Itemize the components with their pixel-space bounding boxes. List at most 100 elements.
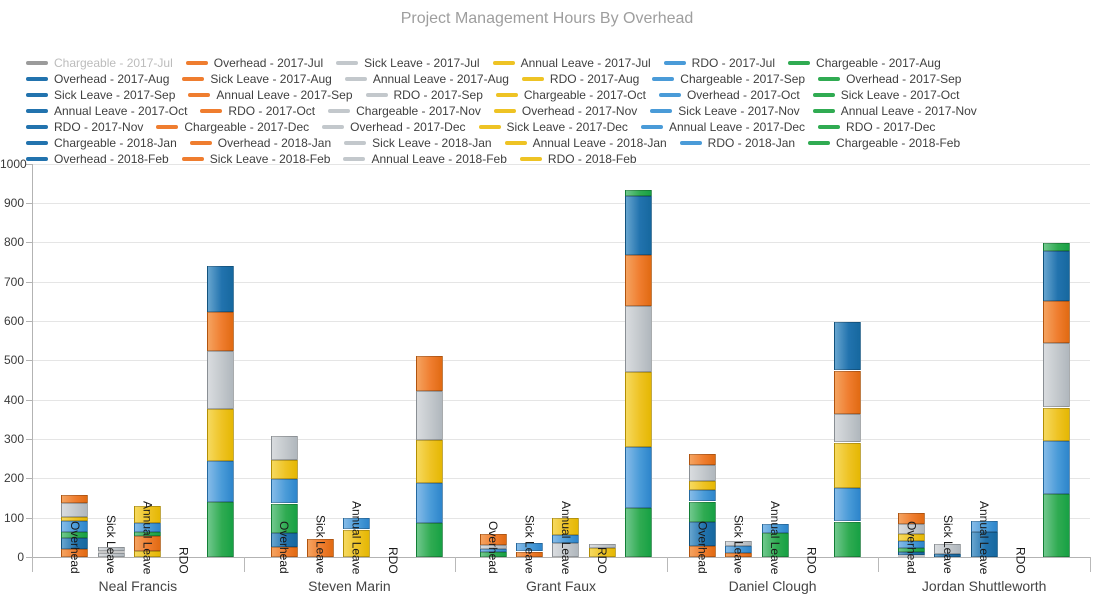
bar-segment[interactable] — [206, 460, 234, 502]
bar-segment[interactable] — [688, 454, 716, 465]
bar-segment[interactable] — [688, 521, 716, 546]
bar-segment[interactable] — [1043, 342, 1071, 408]
bar-segment[interactable] — [898, 534, 926, 541]
legend-item[interactable]: RDO - 2017-Sep — [365, 87, 483, 102]
bar-segment[interactable] — [898, 540, 926, 548]
bar-segment[interactable] — [415, 523, 443, 557]
bar-segment[interactable] — [516, 551, 543, 557]
legend-item[interactable]: Annual Leave - 2017-Nov — [812, 103, 977, 118]
bar-segment[interactable] — [761, 523, 789, 534]
bar-segment[interactable] — [761, 533, 789, 557]
bar-segment[interactable] — [206, 501, 234, 557]
bar-segment[interactable] — [898, 551, 926, 555]
legend-item[interactable]: Chargeable - 2017-Jul — [26, 55, 173, 70]
bar-segment[interactable] — [725, 553, 753, 557]
legend-item[interactable]: Annual Leave - 2017-Aug — [344, 71, 509, 86]
bar-segment[interactable] — [479, 545, 507, 550]
bar-segment[interactable] — [970, 520, 998, 532]
legend-item[interactable]: Sick Leave - 2017-Sep — [26, 87, 175, 102]
legend-item[interactable]: Sick Leave - 2017-Jul — [336, 55, 480, 70]
legend-item[interactable]: Annual Leave - 2017-Jul — [492, 55, 651, 70]
bar-segment[interactable] — [934, 544, 962, 554]
bar-segment[interactable] — [61, 549, 89, 557]
legend-item[interactable]: Overhead - 2017-Sep — [818, 71, 961, 86]
legend-item[interactable]: Sick Leave - 2018-Jan — [344, 135, 492, 150]
legend-item[interactable]: RDO - 2018-Feb — [519, 151, 637, 166]
bar-segment[interactable] — [624, 254, 652, 306]
bar-segment[interactable] — [97, 551, 125, 554]
bar-segment[interactable] — [133, 551, 161, 557]
legend-item[interactable]: Overhead - 2018-Jan — [189, 135, 331, 150]
bar-segment[interactable] — [415, 355, 443, 391]
bar-segment[interactable] — [61, 495, 89, 504]
bar-segment[interactable] — [688, 481, 716, 490]
bar-segment[interactable] — [1043, 300, 1071, 343]
bar-segment[interactable] — [725, 546, 753, 554]
legend-item[interactable]: Overhead - 2017-Oct — [658, 87, 800, 102]
bar-segment[interactable] — [552, 518, 580, 535]
bar-segment[interactable] — [270, 479, 298, 504]
bar-segment[interactable] — [270, 533, 298, 547]
legend-item[interactable]: Annual Leave - 2017-Oct — [26, 103, 187, 118]
bar-segment[interactable] — [415, 439, 443, 483]
bar-segment[interactable] — [270, 460, 298, 480]
bar-segment[interactable] — [970, 531, 998, 557]
bar-segment[interactable] — [624, 371, 652, 447]
bar-segment[interactable] — [97, 547, 125, 552]
bar-segment[interactable] — [133, 536, 161, 552]
bar-segment[interactable] — [97, 553, 125, 557]
bar-segment[interactable] — [415, 390, 443, 440]
bar-segment[interactable] — [624, 508, 652, 557]
bar-segment[interactable] — [1043, 494, 1071, 557]
bar-segment[interactable] — [688, 464, 716, 482]
legend-item[interactable]: Sick Leave - 2017-Nov — [650, 103, 800, 118]
bar-segment[interactable] — [688, 489, 716, 502]
bar-segment[interactable] — [688, 501, 716, 522]
bar-segment[interactable] — [61, 520, 89, 533]
bar-segment[interactable] — [61, 538, 89, 550]
legend-item[interactable]: Overhead - 2017-Nov — [493, 103, 637, 118]
bar-segment[interactable] — [61, 532, 89, 539]
bar-segment[interactable] — [725, 540, 753, 547]
bar-segment[interactable] — [343, 517, 371, 530]
bar-segment[interactable] — [270, 546, 298, 557]
bar-segment[interactable] — [61, 517, 89, 521]
bar-segment[interactable] — [624, 196, 652, 255]
bar-segment[interactable] — [206, 351, 234, 410]
legend-item[interactable]: Overhead - 2017-Dec — [322, 119, 466, 134]
bar-segment[interactable] — [343, 529, 371, 557]
legend-item[interactable]: Sick Leave - 2018-Feb — [181, 151, 330, 166]
legend-item[interactable]: Chargeable - 2017-Dec — [156, 119, 309, 134]
bar-segment[interactable] — [516, 543, 543, 552]
bar-segment[interactable] — [834, 321, 862, 371]
bar-segment[interactable] — [479, 534, 507, 546]
bar-segment[interactable] — [133, 522, 161, 533]
bar-segment[interactable] — [934, 553, 962, 557]
bar-segment[interactable] — [898, 513, 926, 525]
bar-segment[interactable] — [588, 544, 616, 549]
bar-segment[interactable] — [552, 535, 580, 544]
legend-item[interactable]: Annual Leave - 2018-Feb — [343, 151, 507, 166]
legend-item[interactable]: Overhead - 2018-Feb — [26, 151, 169, 166]
bar-segment[interactable] — [624, 305, 652, 372]
legend-item[interactable]: RDO - 2017-Oct — [200, 103, 315, 118]
bar-segment[interactable] — [552, 543, 580, 557]
legend-item[interactable]: RDO - 2017-Jul — [663, 55, 775, 70]
legend-item[interactable]: RDO - 2017-Aug — [521, 71, 639, 86]
bar-segment[interactable] — [688, 546, 716, 557]
legend-item[interactable]: Chargeable - 2017-Sep — [652, 71, 805, 86]
bar-segment[interactable] — [133, 532, 161, 537]
bar-segment[interactable] — [834, 442, 862, 489]
bar-segment[interactable] — [898, 524, 926, 535]
bar-segment[interactable] — [415, 483, 443, 524]
legend-item[interactable]: RDO - 2017-Dec — [818, 119, 935, 134]
bar-segment[interactable] — [479, 549, 507, 553]
legend-item[interactable]: Annual Leave - 2018-Jan — [504, 135, 667, 150]
legend-item[interactable]: Chargeable - 2018-Feb — [808, 135, 960, 150]
legend-item[interactable]: Chargeable - 2017-Oct — [495, 87, 646, 102]
legend-item[interactable]: Chargeable - 2017-Nov — [328, 103, 481, 118]
bar-segment[interactable] — [834, 488, 862, 522]
bar-segment[interactable] — [270, 436, 298, 461]
bar-segment[interactable] — [133, 505, 161, 523]
legend-item[interactable]: Overhead - 2017-Aug — [26, 71, 169, 86]
